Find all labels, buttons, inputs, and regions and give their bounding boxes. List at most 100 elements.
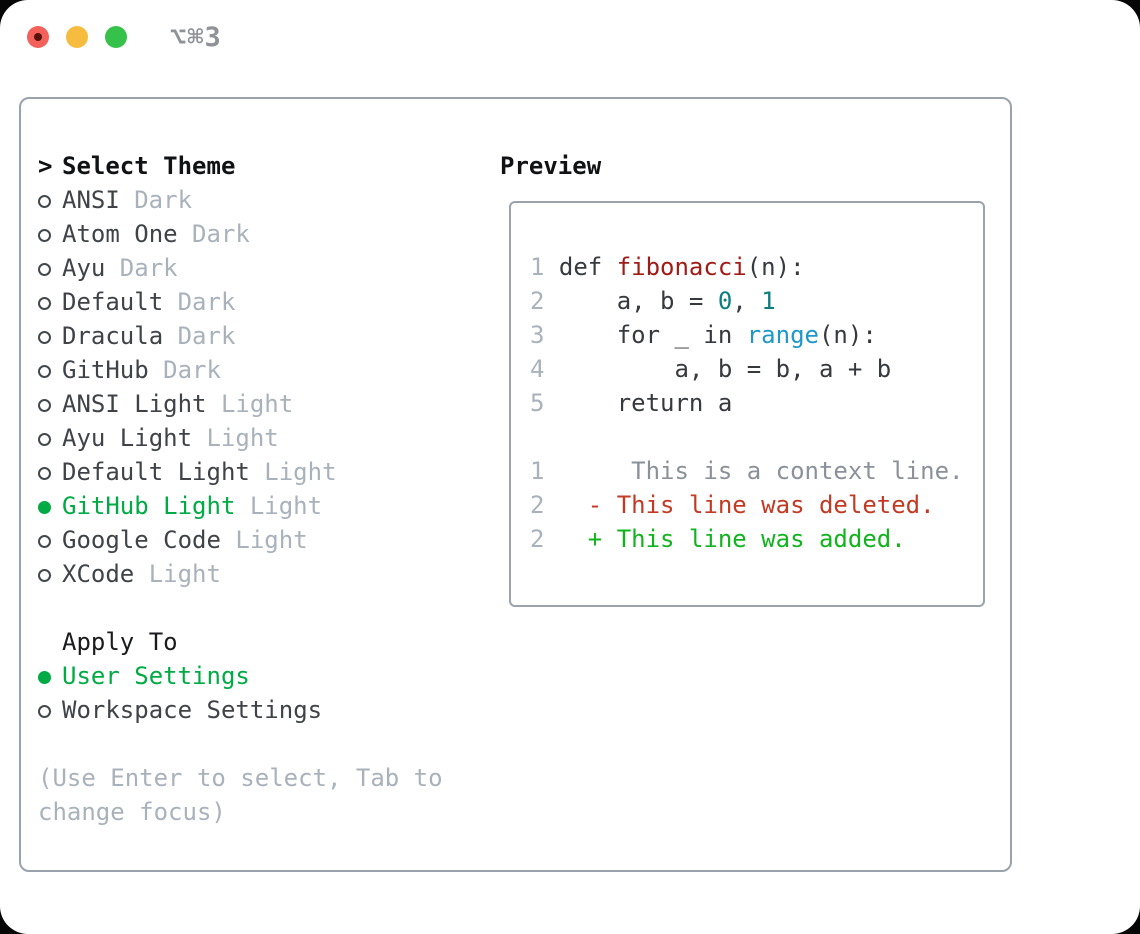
code-token-func: fibonacci (616, 253, 747, 281)
code-token-plain: (n): (818, 321, 877, 349)
prompt-caret-icon: > (38, 152, 53, 180)
window-title-shortcut: ⌥⌘3 (170, 21, 222, 53)
code-line: 3 for _ in range(n): (530, 318, 983, 352)
line-number: 4 (530, 355, 545, 383)
select-theme-header-label: Select Theme (62, 152, 236, 180)
variant-badge: Light (220, 390, 294, 418)
radio-marker (38, 353, 62, 387)
theme-option-atom-one[interactable]: Atom One Dark (38, 217, 488, 251)
variant-badge: Light (264, 458, 337, 486)
radio-marker (38, 387, 62, 421)
theme-option-label: ANSI Light (62, 390, 207, 418)
window-titlebar: ⌥⌘3 (27, 22, 222, 53)
variant-badge: Dark (134, 186, 193, 214)
apply-to-list: User Settings Workspace Settings (38, 659, 488, 727)
window-close-button[interactable] (27, 26, 49, 48)
apply-option-label: User Settings (62, 662, 250, 690)
radio-unselected-icon (38, 365, 51, 378)
code-token-builtin: range (746, 321, 819, 349)
radio-unselected-icon (38, 229, 51, 242)
radio-marker (38, 489, 62, 523)
code-line: 2 a, b = 0, 1 (530, 284, 983, 318)
radio-unselected-icon (38, 399, 51, 412)
window-minimize-button[interactable] (66, 26, 88, 48)
radio-marker (38, 183, 62, 217)
window-zoom-button[interactable] (105, 26, 127, 48)
theme-option-label: Google Code (62, 526, 221, 554)
code-token-deleted: - This line was deleted. (558, 491, 935, 519)
theme-option-ayu-light[interactable]: Ayu Light Light (38, 421, 488, 455)
theme-option-ansi[interactable]: ANSI Dark (38, 183, 488, 217)
variant-badge: Dark (163, 356, 221, 384)
radio-unselected-icon (38, 433, 51, 446)
theme-option-google-code[interactable]: Google Code Light (38, 523, 488, 557)
radio-marker (38, 659, 62, 693)
theme-option-github[interactable]: GitHub Dark (38, 353, 488, 387)
theme-option-label: Ayu (62, 254, 106, 282)
theme-option-label: Dracula (62, 322, 164, 350)
code-line: 4 a, b = b, a + b (530, 352, 983, 386)
radio-unselected-icon (38, 705, 51, 718)
theme-picker-panel: > Select Theme ANSI Dark Atom One Dark Ayu… (19, 97, 1012, 872)
theme-option-ayu[interactable]: Ayu Dark (38, 251, 488, 285)
code-token-plain: def (558, 253, 617, 281)
radio-selected-icon (38, 501, 51, 514)
radio-marker (38, 217, 62, 251)
code-token-plain: (n): (746, 253, 805, 281)
radio-unselected-icon (38, 569, 51, 582)
apply-to-header-label: Apply To (62, 628, 178, 656)
theme-option-dracula[interactable]: Dracula Dark (38, 319, 488, 353)
radio-marker (38, 523, 62, 557)
radio-unselected-icon (38, 195, 51, 208)
code-token-plain: for _ in (558, 321, 747, 349)
line-number: 2 (530, 287, 545, 315)
radio-unselected-icon (38, 297, 51, 310)
apply-to-header: Apply To (38, 625, 488, 659)
diff-line: 1 This is a context line. (530, 454, 983, 488)
theme-option-label: Atom One (62, 220, 178, 248)
radio-marker (38, 455, 62, 489)
apply-option-user-settings[interactable]: User Settings (38, 659, 488, 693)
theme-option-default-light[interactable]: Default Light Light (38, 455, 488, 489)
select-theme-header: > Select Theme (38, 149, 488, 183)
code-token-added: + This line was added. (558, 525, 906, 553)
variant-badge: Dark (177, 322, 236, 350)
theme-option-label: Default (62, 288, 164, 316)
section-gap (38, 727, 488, 761)
theme-option-github-light[interactable]: GitHub Light Light (38, 489, 488, 523)
radio-marker (38, 421, 62, 455)
code-token-plain: a, b = (558, 287, 718, 315)
code-token-plain: , (732, 287, 762, 315)
code-line: 5 return a (530, 386, 983, 420)
code-token-plain: a, b = b, a + b (558, 355, 892, 383)
radio-unselected-icon (38, 331, 51, 344)
theme-option-label: GitHub Light (62, 492, 236, 520)
variant-badge: Dark (119, 254, 178, 282)
theme-option-ansi-light[interactable]: ANSI Light Light (38, 387, 488, 421)
theme-list: ANSI Dark Atom One Dark Ayu Dark Default Dar… (38, 183, 488, 591)
code-token-context: This is a context line. (558, 457, 964, 485)
variant-badge: Light (249, 492, 323, 520)
variant-badge: Light (206, 424, 279, 452)
radio-marker (38, 557, 62, 591)
radio-unselected-icon (38, 535, 51, 548)
theme-option-default[interactable]: Default Dark (38, 285, 488, 319)
apply-option-workspace-settings[interactable]: Workspace Settings (38, 693, 488, 727)
variant-badge: Light (235, 526, 308, 554)
theme-option-label: Ayu Light (62, 424, 193, 452)
radio-unselected-icon (38, 467, 51, 480)
line-number: 3 (530, 321, 545, 349)
theme-option-xcode[interactable]: XCode Light (38, 557, 488, 591)
radio-marker (38, 251, 62, 285)
radio-unselected-icon (38, 263, 51, 276)
radio-selected-icon (38, 671, 51, 684)
preview-header-label: Preview (500, 152, 602, 180)
theme-option-label: Default Light (62, 458, 250, 486)
close-button-dot-icon (34, 33, 42, 41)
theme-option-label: GitHub (62, 356, 149, 384)
diff-line: 2 + This line was added. (530, 522, 983, 556)
